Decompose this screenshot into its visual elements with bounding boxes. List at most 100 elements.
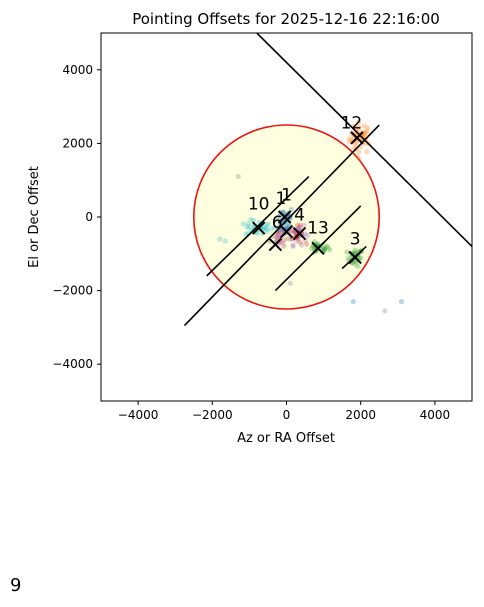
- x-marker-stroke: [279, 225, 294, 239]
- data-point: [217, 236, 223, 242]
- data-point: [299, 242, 305, 248]
- data-point: [294, 222, 301, 229]
- data-point: [355, 124, 362, 130]
- data-point: [352, 141, 358, 147]
- y-tick-label: −2000: [52, 284, 93, 298]
- data-point: [244, 224, 250, 230]
- x-marker-stroke: [251, 221, 266, 235]
- data-point: [222, 238, 228, 244]
- data-point: [323, 243, 329, 249]
- cluster-label: 1: [276, 189, 287, 209]
- tolerance-circle: [192, 124, 381, 310]
- data-point: [296, 225, 302, 232]
- x-marker-stroke: [292, 226, 307, 241]
- data-point: [281, 236, 288, 243]
- data-point: [352, 247, 359, 253]
- data-point: [322, 246, 328, 252]
- data-point: [382, 308, 388, 314]
- data-point: [297, 224, 303, 230]
- y-tick-label: −4000: [52, 357, 93, 371]
- data-point: [304, 241, 310, 247]
- cluster-label: 12: [341, 114, 363, 134]
- data-point: [274, 215, 280, 221]
- x-marker-stroke: [348, 250, 362, 265]
- data-point: [347, 135, 353, 142]
- data-point: [297, 239, 303, 245]
- data-point: [309, 246, 315, 252]
- data-point: [301, 222, 307, 228]
- cluster-label: 1: [281, 185, 292, 205]
- trend-line-2: [183, 124, 380, 327]
- data-point: [288, 229, 295, 235]
- data-point: [272, 224, 278, 230]
- data-point: [302, 231, 308, 237]
- data-point: [327, 247, 333, 253]
- data-point: [246, 224, 253, 230]
- data-point: [294, 238, 300, 244]
- data-point: [274, 233, 281, 239]
- x-marker-stroke: [268, 237, 283, 252]
- y-tick-label: 2000: [62, 136, 93, 150]
- data-point: [363, 130, 369, 137]
- cluster-label: 13: [307, 219, 329, 239]
- x-marker: [350, 131, 364, 145]
- x-marker: [311, 241, 325, 255]
- data-point: [364, 128, 370, 134]
- data-point: [268, 226, 274, 232]
- data-point: [280, 240, 286, 246]
- x-marker: [292, 226, 307, 241]
- data-point: [245, 221, 252, 227]
- x-axis-label: Az or RA Offset: [237, 431, 335, 446]
- x-marker: [348, 250, 362, 265]
- x-marker: [268, 237, 283, 252]
- x-tick-label: 4000: [420, 408, 451, 422]
- data-point: [262, 224, 269, 230]
- y-axis-label: El or Dec Offset: [27, 166, 42, 268]
- data-point: [398, 299, 405, 305]
- x-tick-label: −4000: [118, 408, 159, 422]
- data-point: [361, 123, 367, 129]
- data-point: [274, 234, 280, 240]
- data-point: [350, 299, 356, 305]
- data-point: [279, 228, 285, 235]
- data-point: [325, 244, 331, 251]
- x-marker: [277, 210, 292, 224]
- y-tick-label: 0: [85, 210, 93, 224]
- data-point: [281, 243, 287, 249]
- data-point: [358, 255, 364, 261]
- data-point: [305, 233, 311, 239]
- data-point: [274, 236, 280, 242]
- data-point: [264, 228, 270, 235]
- cluster-label: 4: [294, 206, 305, 226]
- data-point: [265, 221, 272, 227]
- page-number: 9: [10, 575, 22, 596]
- data-point: [364, 125, 371, 131]
- x-marker: [279, 225, 294, 239]
- x-marker-stroke: [350, 131, 364, 145]
- chart-title: Pointing Offsets for 2025-12-16 22:16:00: [132, 10, 440, 28]
- data-point: [364, 149, 370, 155]
- data-point: [352, 250, 358, 256]
- x-tick-label: 0: [283, 408, 291, 422]
- cluster-label: 6: [272, 213, 283, 233]
- data-point: [263, 222, 269, 228]
- data-point: [248, 216, 254, 223]
- data-point: [275, 224, 281, 231]
- data-point: [287, 280, 293, 286]
- data-point: [274, 235, 281, 241]
- data-point: [345, 255, 351, 261]
- data-point: [356, 149, 362, 155]
- cluster-label: 3: [350, 230, 361, 250]
- x-marker-stroke: [311, 241, 325, 255]
- data-point: [352, 261, 358, 267]
- data-point: [251, 217, 257, 223]
- data-point: [279, 239, 285, 245]
- data-point: [344, 249, 350, 255]
- x-marker-stroke: [277, 210, 292, 224]
- cluster-label: 10: [248, 195, 270, 215]
- data-point: [355, 263, 361, 269]
- data-point: [356, 119, 362, 125]
- data-point: [361, 130, 367, 136]
- data-point: [264, 226, 270, 232]
